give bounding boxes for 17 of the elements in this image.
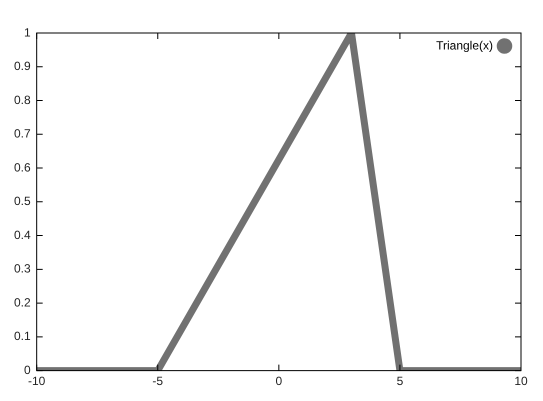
y-tick-label: 0.4	[14, 228, 31, 242]
x-tick-label: -10	[28, 374, 46, 388]
y-tick-label: 1	[24, 25, 31, 40]
y-tick-label: 0.6	[14, 160, 31, 174]
y-tick-label: 0	[24, 362, 31, 377]
x-tick-label: 0	[275, 374, 282, 388]
x-tick-label: -5	[152, 374, 164, 388]
y-tick-label: 0.7	[14, 126, 31, 141]
x-tick-label: 10	[514, 374, 528, 388]
y-tick-label: 0.2	[14, 295, 31, 310]
y-tick-label: 0.9	[14, 59, 31, 74]
y-tick-label: 0.3	[14, 262, 31, 276]
y-tick-label: 0.5	[14, 194, 31, 208]
y-tick-label: 0.1	[14, 329, 31, 344]
x-tick-label: 5	[396, 374, 404, 388]
y-tick-label: 0.8	[14, 92, 31, 107]
legend-label: Triangle(x)	[436, 38, 493, 52]
